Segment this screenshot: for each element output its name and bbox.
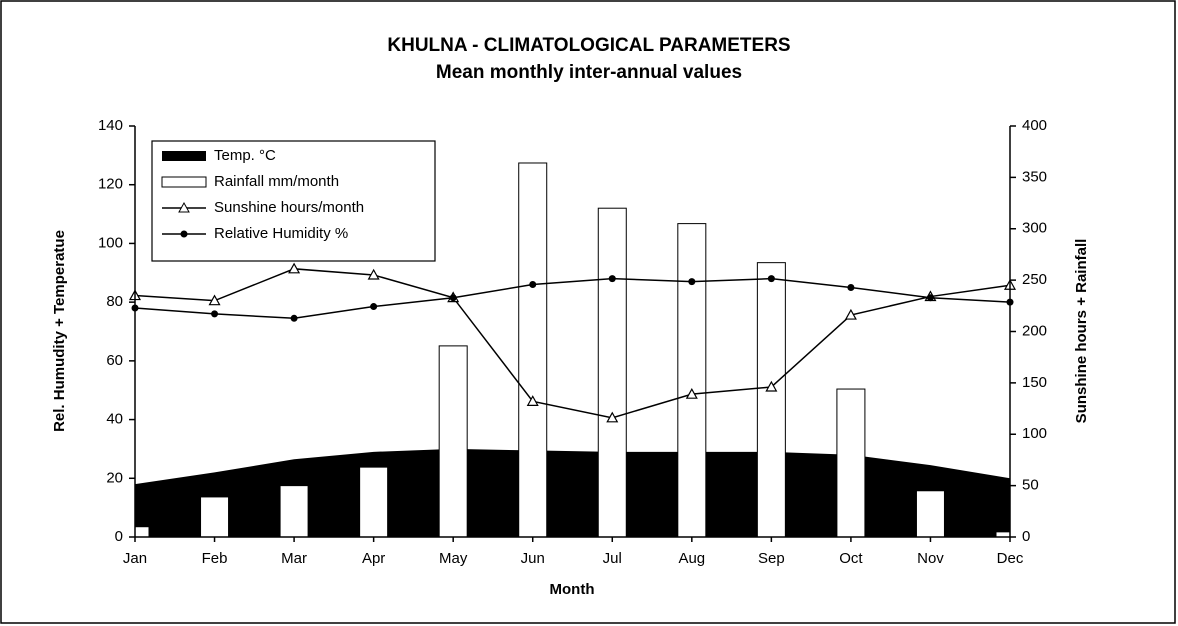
marker <box>526 395 539 406</box>
marker <box>529 281 537 289</box>
y2-tick-label: 350 <box>1022 168 1047 185</box>
y2-tick-label: 300 <box>1022 220 1047 237</box>
marker <box>688 278 696 286</box>
chart-subtitle: Mean monthly inter-annual values <box>436 62 742 83</box>
line <box>134 277 1011 320</box>
marker <box>367 268 380 280</box>
y-axis-label: Rel. Humudity + Temperatue <box>51 230 68 432</box>
x-tick-label: Dec <box>997 550 1024 567</box>
bar <box>359 466 389 538</box>
temperature-area <box>135 448 1010 537</box>
y-tick-label: 120 <box>98 176 123 193</box>
legend-label: Temp. °C <box>214 147 276 164</box>
y2-tick-label: 200 <box>1022 322 1047 339</box>
marker <box>370 303 378 311</box>
marker <box>606 411 619 423</box>
bar <box>677 223 707 538</box>
marker <box>608 275 616 283</box>
x-tick-label: Aug <box>678 550 705 567</box>
x-tick-label: Jun <box>521 550 545 567</box>
y-tick-label: 100 <box>98 234 123 251</box>
y-tick-label: 140 <box>98 117 123 134</box>
x-tick-label: Mar <box>281 550 307 567</box>
plot-area <box>135 162 1010 538</box>
y2-tick-label: 150 <box>1022 374 1047 391</box>
marker <box>844 308 857 320</box>
y-tick-label: 80 <box>106 293 123 310</box>
x-tick-label: May <box>439 550 468 567</box>
bar <box>915 490 945 538</box>
x-tick-label: Jan <box>123 550 147 567</box>
bar <box>279 485 309 538</box>
bar <box>995 531 1010 538</box>
y-tick-label: 40 <box>106 411 123 428</box>
legend-label: Relative Humidity % <box>214 225 348 242</box>
legend-swatch <box>162 151 206 161</box>
legend-label: Sunshine hours/month <box>214 199 364 216</box>
x-axis-label: Month <box>550 581 595 598</box>
x-tick-label: Apr <box>362 550 385 567</box>
x-tick-label: Oct <box>839 550 863 567</box>
chart-title: KHULNA - CLIMATOLOGICAL PARAMETERS <box>387 35 790 56</box>
marker <box>765 380 778 392</box>
y2-tick-label: 100 <box>1022 425 1047 442</box>
y-tick-label: 20 <box>106 469 123 486</box>
marker <box>685 387 698 399</box>
marker <box>847 283 855 291</box>
bar <box>597 207 627 538</box>
marker <box>926 294 934 302</box>
y-tick-label: 60 <box>106 352 123 369</box>
y2-tick-label: 0 <box>1022 528 1030 545</box>
legend-marker <box>180 230 188 238</box>
x-tick-label: Feb <box>202 550 228 567</box>
marker <box>208 294 221 306</box>
marker <box>449 294 457 302</box>
marker <box>288 262 301 274</box>
bar <box>438 345 468 538</box>
x-tick-label: Sep <box>758 550 785 567</box>
marker <box>767 275 775 283</box>
y2-tick-label: 400 <box>1022 117 1047 134</box>
y-tick-label: 0 <box>115 528 123 545</box>
x-tick-label: Jul <box>603 550 622 567</box>
marker <box>211 310 219 318</box>
bar <box>518 162 548 538</box>
y2-tick-label: 250 <box>1022 271 1047 288</box>
marker <box>290 314 298 322</box>
y2-axis-label: Sunshine hours + Rainfall <box>1073 239 1090 424</box>
bar <box>756 262 786 538</box>
legend-swatch <box>161 176 207 188</box>
x-tick-label: Nov <box>917 550 944 567</box>
bar <box>135 526 150 538</box>
line <box>134 268 1011 419</box>
legend-label: Rainfall mm/month <box>214 173 339 190</box>
y2-tick-label: 50 <box>1022 477 1039 494</box>
bar <box>836 388 866 538</box>
legend-marker <box>178 201 190 213</box>
bar <box>200 496 230 538</box>
